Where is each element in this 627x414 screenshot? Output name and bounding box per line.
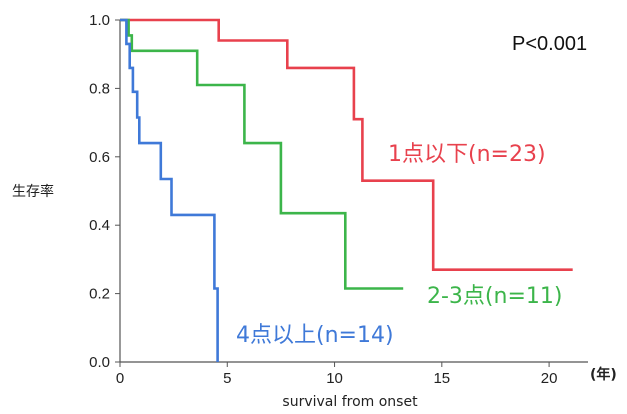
y-tick-label: 0.0: [89, 354, 110, 371]
y-tick-label: 0.6: [89, 149, 110, 166]
y-tick-label: 0.2: [89, 286, 110, 303]
x-axis-label: survival from onset: [282, 394, 418, 410]
survival-curve-mid: [120, 18, 404, 290]
y-axis-label: 生存率: [12, 183, 54, 200]
p-value-annotation: P<0.001: [512, 33, 587, 55]
series-label-low: 1点以下(n=23): [388, 142, 546, 167]
series-label-high: 4点以上(n=14): [236, 323, 394, 348]
survival-curves: [120, 18, 573, 362]
x-tick-label: 0: [116, 370, 124, 387]
x-tick-label: 20: [541, 370, 558, 387]
x-tick-label: 15: [433, 370, 450, 387]
x-tick-label: 5: [223, 370, 231, 387]
survival-curve-high: [120, 18, 219, 362]
y-tick-label: 1.0: [89, 12, 110, 29]
axis-ticks: 0.0 0.2 0.4 0.6 0.8 1.0 0 5 10 15 20: [89, 12, 557, 387]
series-label-mid: 2-3点(n=11): [427, 284, 562, 309]
y-tick-label: 0.4: [89, 217, 110, 234]
x-axis-unit: (年): [590, 366, 617, 383]
x-tick-label: 10: [326, 370, 343, 387]
y-tick-label: 0.8: [89, 80, 110, 97]
survival-curve-low: [120, 18, 573, 272]
